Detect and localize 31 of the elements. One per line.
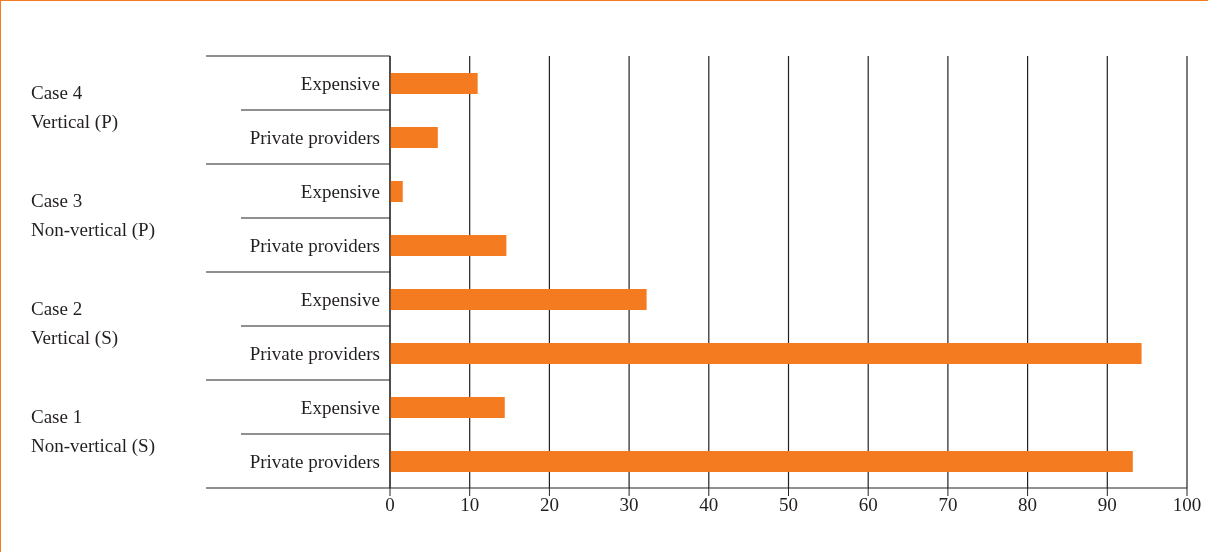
text: Case 3 Non-vertical (P): [31, 189, 155, 242]
y-tick-label: Expensive: [300, 72, 380, 94]
text: Case 2 Vertical (S): [31, 297, 119, 350]
x-tick-label: 40: [699, 494, 719, 516]
x-tick-label: 50: [779, 494, 798, 516]
x-tick-label: 90: [1097, 494, 1117, 516]
x-tick-label: 20: [539, 494, 559, 516]
x-tick-label: 70: [938, 494, 958, 516]
x-tick-label: 100: [1172, 494, 1202, 516]
y-tick-label: Private providers: [249, 342, 380, 364]
x-tick-label: 60: [858, 494, 878, 516]
bar: [390, 127, 438, 148]
bar: [390, 73, 478, 94]
y-tick-label: Expensive: [300, 180, 380, 202]
text: Case 4 Vertical (P): [31, 81, 119, 134]
x-tick-label: 0: [385, 494, 395, 516]
bar: [390, 397, 505, 418]
y-tick-label: Expensive: [300, 396, 380, 418]
y-tick-label: Private providers: [249, 450, 380, 472]
y-tick-label: Private providers: [249, 126, 380, 148]
bar: [390, 181, 403, 202]
text: Case 1 Non-vertical (S): [31, 405, 155, 458]
bar: [390, 235, 507, 256]
bar: [390, 451, 1133, 472]
x-tick-label: 10: [460, 494, 480, 516]
x-tick-label: 30: [619, 494, 639, 516]
y-tick-label: Private providers: [249, 234, 380, 256]
bar: [390, 289, 647, 310]
y-tick-label: Expensive: [300, 288, 380, 310]
bar: [390, 343, 1142, 364]
x-tick-label: 80: [1018, 494, 1038, 516]
